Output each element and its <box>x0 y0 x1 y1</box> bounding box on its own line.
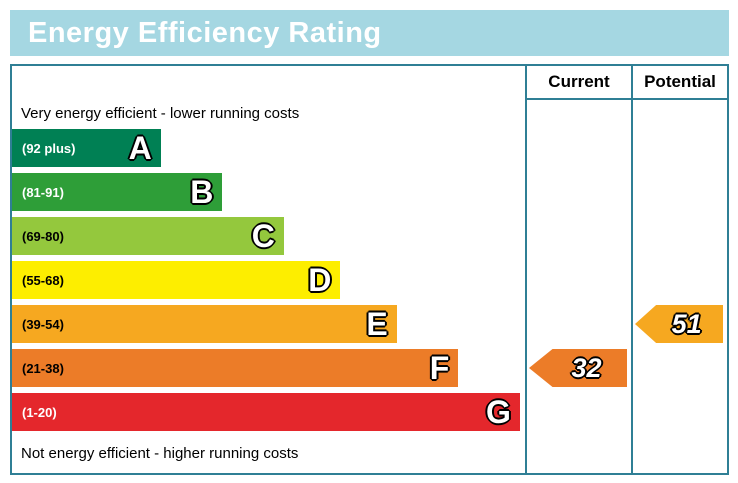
band-range-label: (92 plus) <box>22 140 76 156</box>
band-row: (39-54) E <box>12 302 525 346</box>
band-row: (69-80) C <box>12 214 525 258</box>
band-row: (21-38) F <box>12 346 525 390</box>
band-bar: (55-68) D <box>12 261 341 299</box>
potential-arrow-value: 51 <box>671 308 702 339</box>
current-column <box>525 100 631 473</box>
band-range-label: (69-80) <box>22 228 64 244</box>
rating-chart: Current Potential Very energy efficient … <box>10 64 729 475</box>
band-letter: E <box>366 306 388 342</box>
band-bar: (39-54) E <box>12 305 397 343</box>
band-letter: B <box>190 174 214 210</box>
band-letter: C <box>251 218 275 254</box>
chart-title: Energy Efficiency Rating <box>28 16 382 49</box>
band-letter: D <box>308 262 332 298</box>
bottom-note: Not energy efficient - higher running co… <box>21 445 299 462</box>
band-range-label: (81-91) <box>22 184 64 200</box>
band-row: (1-20) G <box>12 390 525 434</box>
band-bar: (81-91) B <box>12 173 223 211</box>
top-note: Very energy efficient - lower running co… <box>21 104 300 122</box>
current-arrow-value: 32 <box>571 352 602 383</box>
band-row: (81-91) B <box>12 170 525 214</box>
band-range-label: (39-54) <box>22 316 64 332</box>
band-row: (55-68) D <box>12 258 525 302</box>
band-bar: (69-80) C <box>12 217 284 255</box>
potential-arrow: 51 <box>635 305 723 343</box>
band-letter: A <box>128 130 152 166</box>
band-bar: (92 plus) A <box>12 129 161 167</box>
band-range-label: (1-20) <box>22 404 57 420</box>
band-row: (92 plus) A <box>12 126 525 170</box>
band-letter: F <box>429 350 450 386</box>
chart-title-banner: Energy Efficiency Rating <box>10 10 729 56</box>
potential-column-header: Potential <box>631 66 727 100</box>
band-bar: (1-20) G <box>12 393 520 431</box>
band-bar: (21-38) F <box>12 349 459 387</box>
band-range-label: (21-38) <box>22 360 64 376</box>
current-arrow: 32 <box>529 349 627 387</box>
potential-column <box>631 100 727 473</box>
band-range-label: (55-68) <box>22 272 64 288</box>
current-column-header: Current <box>525 66 631 100</box>
band-letter: G <box>485 394 511 430</box>
